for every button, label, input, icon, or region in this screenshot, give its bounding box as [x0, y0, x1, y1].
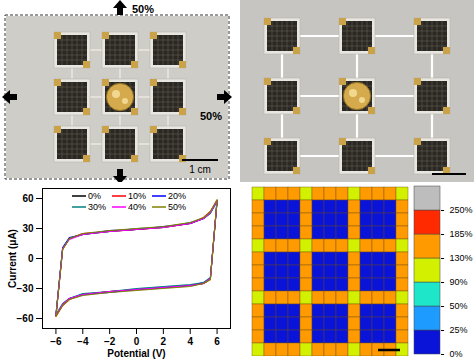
html-text:50%: 50% [168, 202, 186, 212]
svg-text:60: 60 [22, 193, 34, 204]
svg-text:−2: −2 [104, 336, 116, 347]
svg-text:25%: 25% [450, 325, 468, 335]
svg-text:50%: 50% [450, 301, 468, 311]
svg-text:6: 6 [214, 336, 220, 347]
html-text:40%: 40% [128, 202, 146, 212]
svg-text:Current (μA): Current (μA) [7, 229, 18, 288]
svg-text:2: 2 [161, 336, 167, 347]
svg-text:0: 0 [28, 253, 34, 264]
svg-text:185%: 185% [450, 229, 473, 239]
svg-text:−30: −30 [17, 283, 34, 294]
svg-text:1 cm: 1 cm [189, 164, 211, 175]
html-text:0%: 0% [88, 191, 101, 201]
svg-text:−60: −60 [17, 313, 34, 324]
html-text:20%: 20% [168, 191, 186, 201]
svg-text:0%: 0% [450, 349, 463, 359]
svg-text:4: 4 [187, 336, 193, 347]
svg-text:Potential (V): Potential (V) [107, 348, 165, 359]
svg-text:90%: 90% [450, 277, 468, 287]
svg-text:250%: 250% [450, 205, 473, 215]
svg-text:130%: 130% [450, 253, 473, 263]
html-text:10%: 10% [128, 191, 146, 201]
svg-text:−4: −4 [77, 336, 89, 347]
svg-text:50%: 50% [132, 3, 154, 15]
svg-text:0: 0 [134, 336, 140, 347]
svg-text:−6: −6 [50, 336, 62, 347]
svg-text:30: 30 [22, 223, 34, 234]
svg-text:50%: 50% [200, 110, 222, 122]
html-text:30%: 30% [88, 202, 106, 212]
